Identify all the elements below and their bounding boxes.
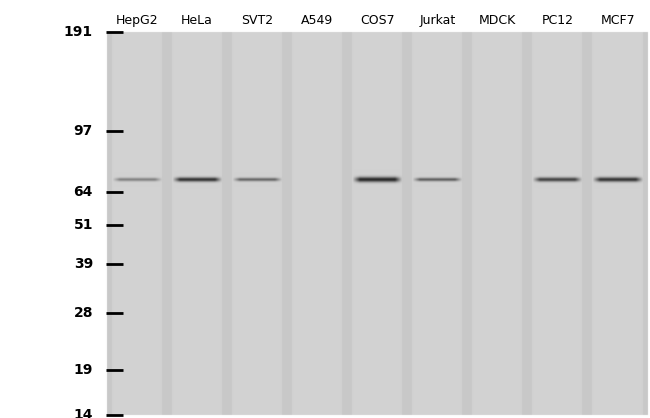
Text: 97: 97 xyxy=(73,124,93,138)
Text: MCF7: MCF7 xyxy=(601,14,635,27)
Text: Jurkat: Jurkat xyxy=(419,14,456,27)
Text: HepG2: HepG2 xyxy=(116,14,159,27)
Text: A549: A549 xyxy=(301,14,333,27)
Text: HeLa: HeLa xyxy=(181,14,213,27)
Text: 19: 19 xyxy=(73,363,93,377)
Text: 191: 191 xyxy=(64,25,93,39)
Text: MDCK: MDCK xyxy=(479,14,516,27)
Text: 64: 64 xyxy=(73,185,93,199)
Text: 51: 51 xyxy=(73,218,93,232)
Text: SVT2: SVT2 xyxy=(241,14,274,27)
Text: 14: 14 xyxy=(73,408,93,418)
Text: 39: 39 xyxy=(73,257,93,271)
Text: PC12: PC12 xyxy=(542,14,574,27)
Text: 28: 28 xyxy=(73,306,93,320)
Text: COS7: COS7 xyxy=(360,14,395,27)
